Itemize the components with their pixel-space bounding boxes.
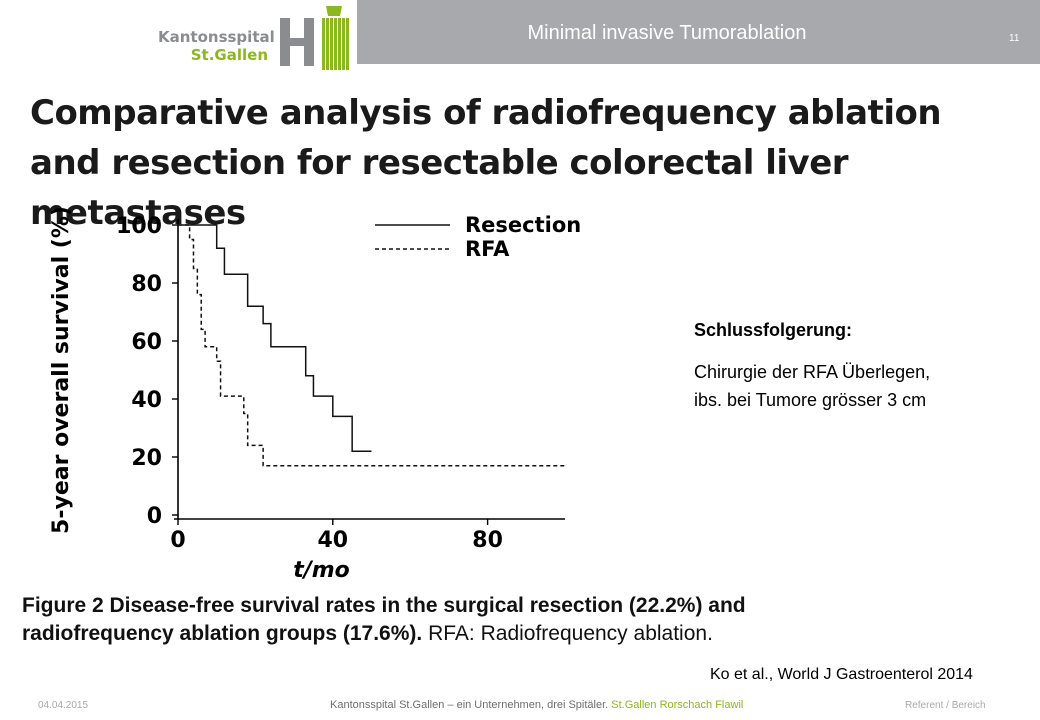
conclusion-heading: Schlussfolgerung:: [694, 320, 853, 340]
citation: Ko et al., World J Gastroenterol 2014: [710, 666, 973, 683]
y-tick-label: 0: [147, 504, 162, 529]
y-tick-label: 60: [131, 330, 162, 355]
series-line-rfa: [178, 224, 565, 467]
figure-caption-normal: RFA: Radiofrequency ablation.: [422, 622, 713, 645]
x-tick-label: 40: [317, 528, 348, 553]
y-tick-label: 80: [131, 272, 162, 297]
hospital-logo-text: Kantonsspital St.Gallen: [158, 28, 275, 64]
figure-caption: Figure 2 Disease-free survival rates in …: [22, 592, 812, 648]
hospital-logo-icon: [280, 6, 349, 70]
header-band: Minimal invasive Tumorablation 11: [357, 0, 1040, 64]
logo-line-2: St.Gallen: [190, 46, 268, 64]
footer-hospital-text: Kantonsspital St.Gallen – ein Unternehme…: [330, 699, 743, 711]
page-number: 11: [1009, 33, 1020, 44]
footer-date: 04.04.2015: [38, 700, 89, 711]
legend-label-resection: Resection: [465, 213, 581, 237]
y-tick-label: 20: [131, 446, 162, 471]
legend-label-rfa: RFA: [465, 237, 510, 261]
x-axis-label: t/mo: [293, 558, 350, 580]
footer-center-text: Kantonsspital St.Gallen – ein Unternehme…: [330, 699, 609, 711]
conclusion-box: Schlussfolgerung: Chirurgie der RFA Über…: [694, 316, 1024, 414]
y-axis-label: 5-year overall survival (%): [49, 206, 74, 534]
presentation-title: Minimal invasive Tumorablation: [527, 22, 807, 44]
x-tick-label: 0: [170, 528, 185, 553]
logo-line-1: Kantonsspital: [158, 28, 275, 46]
x-tick-label: 80: [472, 528, 503, 553]
footer-locations: St.Gallen Rorschach Flawil: [611, 699, 744, 711]
survival-chart-svg: 0 20 40 60 80 100 0 40 80 t/mo 5-year overall surv…: [49, 206, 581, 583]
footer-referent: Referent / Bereich: [905, 700, 986, 711]
conclusion-line-2: ibs. bei Tumore grösser 3 cm: [694, 390, 927, 410]
survival-chart: 0 20 40 60 80 100 0 40 80 t/mo 5-year overall surv…: [30, 200, 610, 583]
figure-caption-bold: Figure 2 Disease-free survival rates in …: [22, 594, 746, 645]
slide-title: Comparative analysis of radiofrequency a…: [30, 93, 942, 233]
y-tick-label: 40: [131, 388, 162, 413]
conclusion-line-1: Chirurgie der RFA Überlegen,: [694, 362, 931, 382]
y-tick-label: 100: [116, 214, 162, 239]
series-line-resection: [178, 224, 372, 452]
